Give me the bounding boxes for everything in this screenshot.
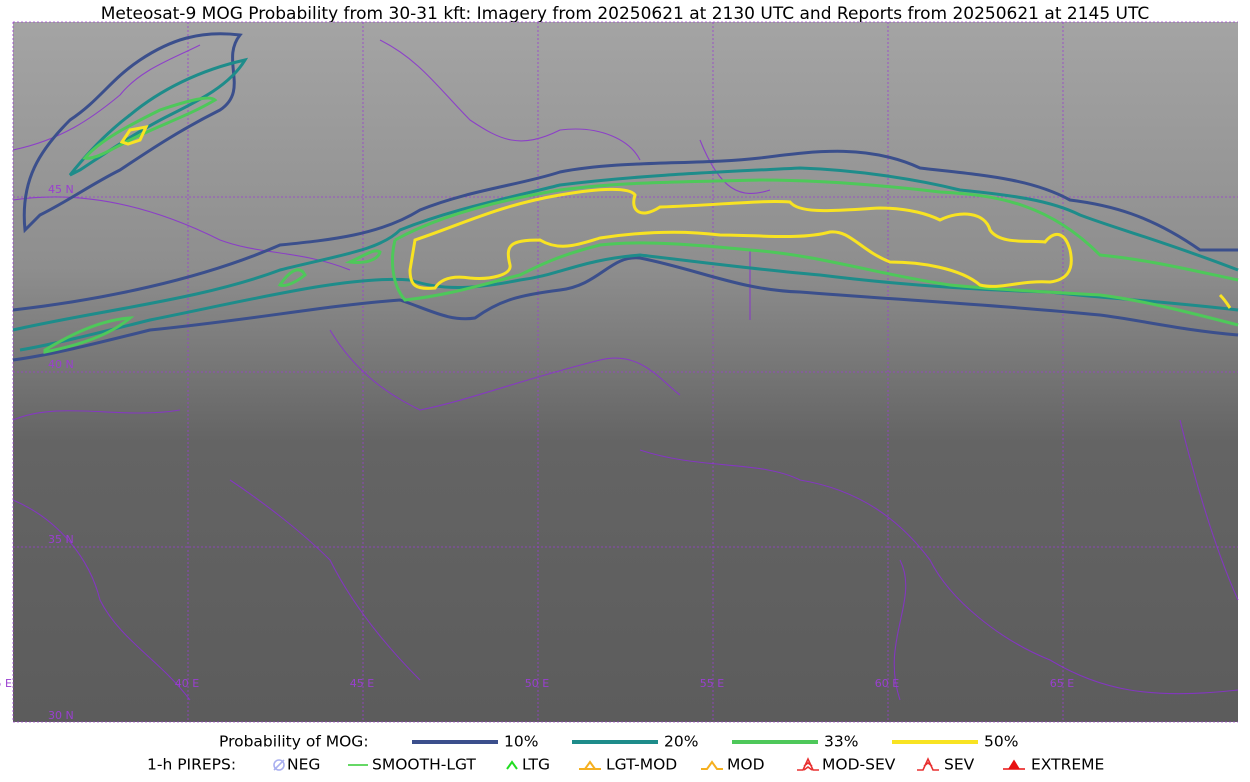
pirep-icon <box>701 760 723 770</box>
legend-label: EXTREME <box>1031 756 1104 774</box>
legend-label: LTG <box>522 756 550 774</box>
title: Meteosat-9 MOG Probability from 30-31 kf… <box>101 4 1150 24</box>
legend: Probability of MOG: 10% 20% 33% 50% 1-h PIREP… <box>147 733 1104 774</box>
legend-label: MOD-SEV <box>822 756 896 774</box>
pirep-icon <box>579 760 601 770</box>
lon-label: 55 E <box>700 677 724 690</box>
legend-label: NEG <box>287 756 320 774</box>
lon-label: 65 E <box>1050 677 1074 690</box>
legend-label: MOD <box>727 756 765 774</box>
lon-label: 50 E <box>525 677 549 690</box>
map: 45 N 40 N 35 N 30 N 35 E 40 E 45 E 50 E 55 E 60 E… <box>0 21 1239 723</box>
pirep-icon <box>273 759 285 771</box>
geo-labels: 45 N 40 N 35 N 30 N 35 E 40 E 45 E 50 E 55 E 60 E… <box>0 183 1074 722</box>
legend-label: 50% <box>984 733 1018 751</box>
lon-label: 60 E <box>875 677 899 690</box>
legend-label: SMOOTH-LGT <box>372 756 476 774</box>
legend-label: 10% <box>504 733 538 751</box>
lat-label: 40 N <box>48 358 74 371</box>
legend-label: 33% <box>824 733 858 751</box>
lat-label: 45 N <box>48 183 74 196</box>
lat-label: 30 N <box>48 709 74 722</box>
pirep-icon <box>1003 759 1025 770</box>
pirep-icon <box>506 760 518 770</box>
legend-label: SEV <box>944 756 975 774</box>
lon-label: 35 E <box>0 677 12 690</box>
legend-title: Probability of MOG: <box>219 733 369 751</box>
graticule <box>12 21 1238 723</box>
legend-label: LGT-MOD <box>606 756 677 774</box>
lon-label: 40 E <box>175 677 199 690</box>
probability-contours <box>12 32 1239 362</box>
pirep-icon <box>917 757 939 771</box>
lon-label: 45 E <box>350 677 374 690</box>
lat-label: 35 N <box>48 533 74 546</box>
pirep-icon <box>273 759 285 771</box>
pirep-icon <box>797 757 819 771</box>
legend-title: 1-h PIREPS: <box>147 756 236 774</box>
legend-label: 20% <box>664 733 698 751</box>
